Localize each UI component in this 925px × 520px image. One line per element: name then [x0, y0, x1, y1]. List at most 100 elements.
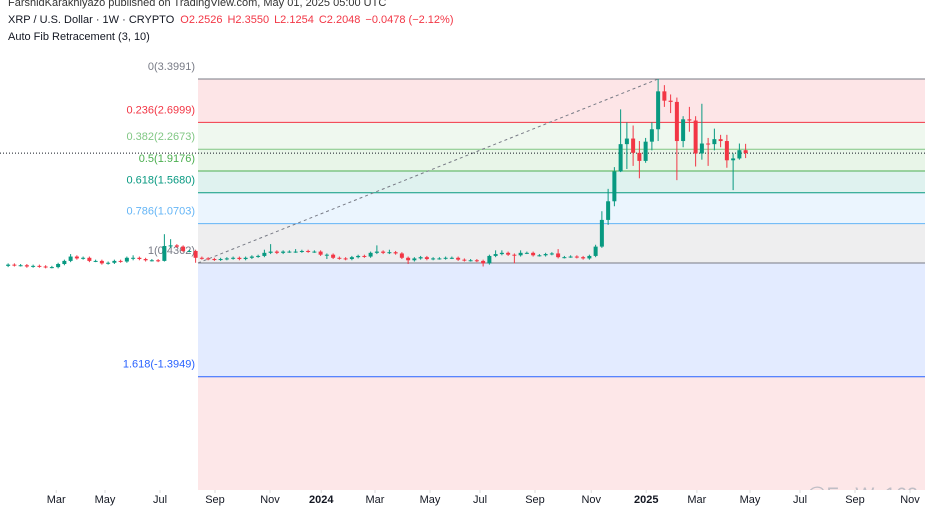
x-tick-label: Mar — [47, 494, 66, 506]
candle-body — [468, 260, 473, 262]
candle-body — [593, 246, 598, 256]
candle-body — [149, 260, 154, 262]
candle-body — [174, 245, 179, 247]
fib-level-label: 0.618(1.5680) — [127, 175, 196, 187]
candle-body — [506, 252, 511, 255]
ohlc-open: O2.2526 — [180, 14, 222, 26]
candle-body — [543, 254, 548, 256]
fib-bands: 0(3.3991) 0.236(2.6999) 0.382(2.2673) 0.5(1… — [123, 61, 925, 490]
x-tick-label: Nov — [260, 494, 280, 506]
candle-body — [43, 266, 48, 268]
candle-body — [581, 257, 586, 259]
x-tick-label: Jul — [153, 494, 167, 506]
candle-body — [293, 251, 298, 253]
candle-body — [262, 252, 267, 256]
candle-body — [618, 144, 623, 172]
x-tick-label: May — [740, 494, 761, 506]
fib-level-label: 0.236(2.6999) — [127, 104, 196, 116]
candle-body — [574, 256, 579, 258]
candle-body — [699, 143, 704, 154]
candle-body — [331, 254, 336, 258]
candle-body — [556, 253, 561, 258]
fib-trend-line — [197, 78, 659, 264]
x-tick-label: May — [420, 494, 441, 506]
candle-body — [368, 252, 373, 257]
candle-body — [112, 260, 117, 263]
fib-band — [198, 122, 925, 150]
candle-body — [337, 257, 342, 259]
candle-body — [399, 253, 404, 258]
candle-body — [431, 258, 436, 260]
x-tick-label: Nov — [581, 494, 601, 506]
candle-body — [656, 91, 661, 130]
candle-body — [424, 257, 429, 260]
x-tick-label: Sep — [845, 494, 865, 506]
candle-body — [62, 260, 67, 265]
candle-body — [662, 91, 667, 101]
fib-band — [198, 262, 925, 377]
x-tick-label: Jul — [793, 494, 807, 506]
candle-body — [443, 257, 448, 259]
candle-body — [537, 255, 542, 257]
candle-body — [356, 255, 361, 258]
x-tick-label: Nov — [900, 494, 920, 506]
candle-body — [193, 250, 198, 258]
candle-body — [93, 260, 98, 262]
fib-band — [198, 376, 925, 490]
candle-body — [724, 141, 729, 161]
x-axis-bg — [0, 490, 925, 520]
candle-body — [143, 259, 148, 261]
candle-body — [524, 252, 529, 254]
fib-band — [198, 223, 925, 263]
candle-body — [649, 129, 654, 142]
x-tick-label: Sep — [205, 494, 225, 506]
candle-body — [418, 257, 423, 259]
x-tick-label: Jul — [473, 494, 487, 506]
candle-body — [406, 257, 411, 261]
candle-body — [631, 138, 636, 153]
x-tick-label: May — [95, 494, 116, 506]
candle-body — [268, 251, 273, 253]
candle-body — [299, 250, 304, 252]
candle-body — [512, 254, 517, 256]
candle-body — [199, 257, 204, 259]
candle-body — [449, 257, 454, 259]
candle-body — [24, 265, 29, 267]
fib-level-label: 0(3.3991) — [148, 61, 195, 73]
candle-body — [612, 171, 617, 202]
candle-body — [681, 119, 686, 142]
candle-body — [118, 260, 123, 262]
candle-body — [493, 254, 498, 256]
candle-body — [156, 260, 161, 262]
candle-body — [643, 141, 648, 161]
candle-body — [587, 255, 592, 259]
candle-body — [499, 252, 504, 255]
candle-body — [306, 250, 311, 252]
change: −0.0478 (−2.12%) — [365, 14, 453, 26]
candle-body — [343, 258, 348, 260]
fib-band — [198, 149, 925, 171]
fib-level-label: 1.618(-1.3949) — [123, 359, 195, 371]
candle-body — [312, 251, 317, 253]
candle-body — [318, 251, 323, 255]
candle-body — [256, 255, 261, 257]
symbol-title: XRP / U.S. Dollar · 1W · CRYPTO — [8, 14, 175, 26]
candle-body — [599, 219, 604, 247]
fib-level-label: 0.5(1.9176) — [139, 153, 195, 165]
candle-body — [218, 259, 223, 261]
candle-body — [12, 264, 17, 266]
ohlc-high: H2.3550 — [227, 14, 269, 26]
candle-body — [518, 252, 523, 256]
candle-body — [474, 260, 479, 262]
candle-body — [456, 257, 461, 260]
candle-body — [124, 257, 129, 262]
candle-body — [287, 251, 292, 253]
candle-body — [131, 257, 136, 259]
candle-body — [249, 256, 254, 258]
fib-level-label: 0.382(2.2673) — [127, 131, 196, 143]
candle-body — [374, 251, 379, 253]
candle-body — [168, 245, 173, 247]
candle-body — [324, 254, 329, 256]
candle-body — [531, 252, 536, 256]
